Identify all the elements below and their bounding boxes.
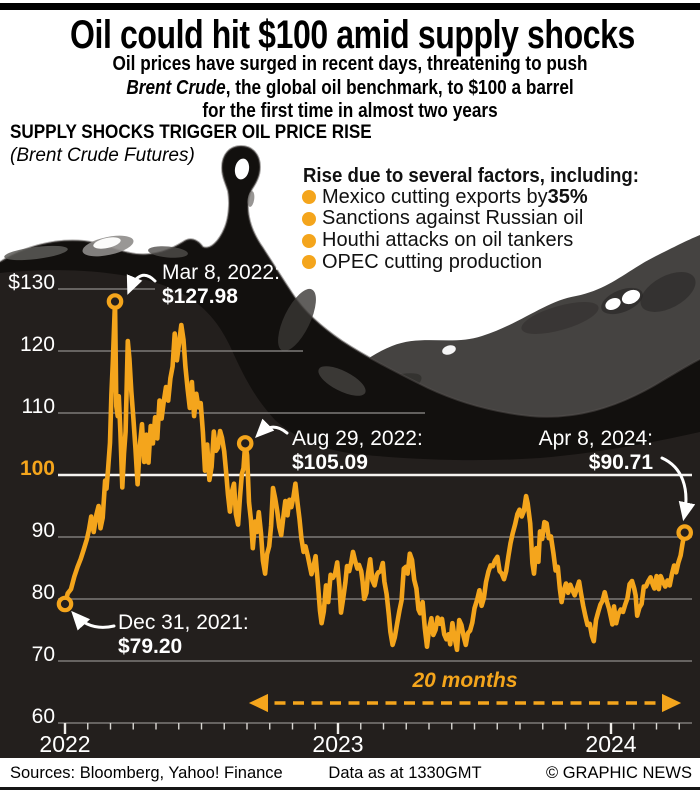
y-axis-label-110: 110: [21, 395, 55, 418]
top-rule-bar: [0, 3, 700, 10]
oil-splash-edge-sheen: [0, 144, 700, 418]
footer-sources: Sources: Bloomberg, Yahoo! Finance: [10, 764, 283, 782]
arrow-to-aug29: [255, 418, 289, 438]
factor-item-text: OPEC cutting production: [322, 250, 543, 273]
marker-dec-31-2021-: [56, 595, 74, 613]
x-axis-label-2023: 2023: [312, 731, 364, 757]
annotation-arrows: [71, 273, 696, 631]
annotation-mar8: Mar 8, 2022: $127.98: [162, 261, 280, 308]
subtitle-line-2: Brent Crude, the global oil benchmark, t…: [49, 77, 651, 101]
subtitle-line-2-rest: , the global oil benchmark, to $100 a ba…: [225, 76, 574, 99]
factor-item: OPEC cutting production: [302, 251, 542, 273]
twenty-months-label: 20 months: [412, 669, 518, 692]
annotation-dec31: Dec 31, 2021: $79.20: [118, 611, 249, 658]
annotation-dec31-value: $79.20: [118, 634, 183, 658]
x-axis-ticks: [63, 723, 680, 734]
y-axis-label-70: 70: [31, 643, 55, 666]
factors-heading: Rise due to several factors, including:: [303, 165, 639, 187]
arrow-to-apr8-end: [660, 456, 696, 522]
x-axis-label-2024: 2024: [585, 731, 637, 757]
arrow-to-mar8-peak: [126, 273, 157, 295]
factor-item: Mexico cutting exports by 35%: [302, 186, 588, 208]
page-subtitle: Oil prices have surged in recent days, t…: [49, 53, 651, 124]
factor-item-bold: 35%: [547, 185, 588, 208]
annotation-apr8: Apr 8, 2024: $90.71: [539, 427, 653, 474]
y-axis-label-90: 90: [31, 519, 55, 542]
bullet-dot-icon: [302, 255, 316, 270]
brent-price-line: [62, 299, 688, 653]
annotation-apr8-date: Apr 8, 2024:: [538, 427, 653, 450]
bullet-dot-icon: [302, 211, 316, 226]
marker-mar-8-2022-: [106, 293, 124, 310]
oil-splash-art: [0, 144, 700, 758]
annotation-aug29: Aug 29, 2022: $105.09: [292, 427, 423, 474]
gridlines: [58, 288, 692, 724]
chart-section-heading: SUPPLY SHOCKS TRIGGER OIL PRICE RISE: [10, 122, 372, 143]
subtitle-brent-crude-italic: Brent Crude: [126, 76, 226, 99]
y-axis-label-120: 120: [19, 333, 55, 356]
annotation-mar8-date: Mar 8, 2022:: [162, 261, 280, 284]
subtitle-line-3: for the first time in almost two years: [202, 100, 498, 122]
chart-section-subheading: (Brent Crude Futures): [10, 145, 195, 166]
footer-data-note: Data as at 1330GMT: [328, 764, 482, 782]
y-axis-label-130: $130: [8, 271, 55, 294]
annotation-dec31-date: Dec 31, 2021:: [118, 611, 249, 634]
x-axis-label-2022: 2022: [39, 731, 91, 757]
factor-item-text: Mexico cutting exports by: [322, 185, 548, 208]
bullet-dot-icon: [302, 190, 316, 204]
marker-apr-8-2024-: [676, 524, 693, 541]
y-axis-label-80: 80: [31, 581, 55, 604]
annotation-aug29-date: Aug 29, 2022:: [292, 427, 423, 450]
data-point-markers: [56, 293, 693, 613]
subtitle-line-1: Oil prices have surged in recent days, t…: [112, 53, 588, 75]
arrow-to-dec31-start: [71, 610, 116, 631]
factor-item-text: Sanctions against Russian oil: [322, 207, 584, 230]
oil-splash-shadow-band: [0, 146, 700, 461]
footer-credit: © GRAPHIC NEWS: [545, 764, 692, 782]
factor-item-text: Houthi attacks on oil tankers: [322, 229, 574, 252]
page-title: Oil could hit $100 amid supply shocks: [70, 13, 635, 57]
annotation-apr8-value: $90.71: [588, 450, 653, 474]
y-axis-label-100: 100: [19, 457, 55, 480]
annotation-mar8-value: $127.98: [162, 284, 238, 308]
annotation-aug29-value: $105.09: [292, 450, 368, 474]
marker-aug-29-2022-: [236, 435, 254, 452]
footer-bar: Sources: Bloomberg, Yahoo! Finance Data …: [0, 758, 700, 790]
y-axis-label-60: 60: [31, 705, 55, 728]
factor-item: Houthi attacks on oil tankers: [302, 229, 574, 252]
bullet-dot-icon: [302, 233, 316, 248]
factor-item: Sanctions against Russian oil: [302, 207, 584, 230]
